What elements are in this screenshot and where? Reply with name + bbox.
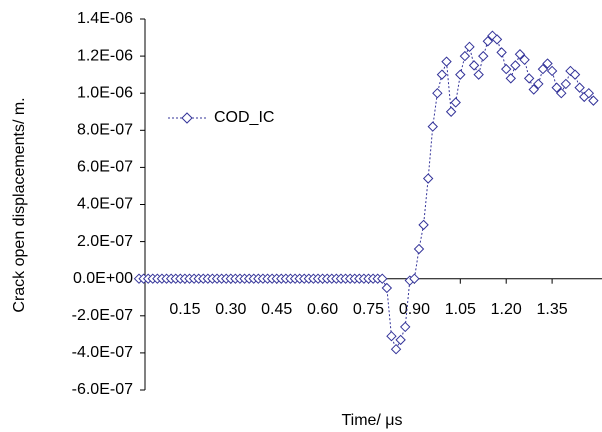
y-tick-label: 2.0E-07 [77, 233, 133, 250]
data-point [441, 56, 452, 67]
data-point [505, 73, 516, 84]
x-tick-label: 0.90 [399, 301, 430, 318]
data-point [464, 41, 475, 53]
x-tick-label: 0.45 [261, 301, 292, 318]
data-point [500, 63, 512, 75]
y-tick-label: -4.0E-07 [72, 344, 133, 361]
data-point [542, 58, 553, 69]
x-tick-label: 1.35 [537, 301, 568, 318]
data-point [583, 87, 595, 99]
data-point [523, 73, 535, 84]
data-point [556, 87, 567, 99]
data-point [409, 273, 420, 284]
data-point [459, 50, 471, 62]
data-point [514, 49, 526, 60]
y-tick-label: -6.0E-07 [72, 381, 133, 398]
data-point [381, 282, 393, 294]
y-tick-label: 6.0E-07 [77, 159, 133, 176]
x-axis-label: Time/ μs [341, 412, 402, 429]
data-point [510, 60, 521, 71]
legend-marker [181, 112, 193, 124]
data-point [569, 69, 581, 80]
data-point [450, 97, 461, 108]
data-point [533, 78, 544, 90]
data-point [551, 82, 562, 93]
data-point [478, 50, 489, 62]
data-point [390, 343, 402, 355]
data-point [519, 54, 530, 66]
data-point [528, 84, 539, 95]
data-point [560, 78, 572, 90]
data-point [537, 63, 549, 75]
x-tick-label: 1.05 [445, 301, 476, 318]
x-tick-label: 0.75 [353, 301, 384, 318]
data-point [455, 69, 466, 80]
y-tick-label: 4.0E-07 [77, 196, 133, 213]
legend-label: COD_IC [214, 109, 274, 126]
series-line [139, 34, 594, 351]
data-point [400, 321, 411, 333]
x-tick-label: 0.15 [169, 301, 200, 318]
data-point [432, 87, 443, 99]
data-point [468, 60, 480, 71]
x-tick-label: 1.20 [491, 301, 522, 318]
data-point [413, 243, 425, 255]
y-tick-label: 1.0E-06 [77, 84, 133, 101]
data-point [427, 121, 438, 132]
data-point [386, 330, 397, 342]
x-tick-label: 0.60 [307, 301, 338, 318]
y-axis-label: Crack open displacements/ m. [11, 97, 28, 312]
y-tick-label: -2.0E-07 [72, 307, 133, 324]
y-tick-label: 1.4E-06 [77, 10, 133, 27]
data-point [395, 334, 406, 346]
data-point [546, 65, 558, 77]
y-tick-label: 1.2E-06 [77, 47, 133, 64]
data-point [422, 173, 434, 184]
data-point [473, 69, 484, 80]
data-point [445, 106, 457, 117]
data-point [496, 47, 507, 58]
y-tick-label: 8.0E-07 [77, 122, 133, 139]
y-tick-label: 0.0E+00 [73, 270, 133, 287]
data-point [491, 34, 503, 45]
data-point [377, 273, 388, 284]
data-point [482, 36, 494, 47]
data-point [436, 69, 448, 80]
x-tick-label: 0.30 [215, 301, 246, 318]
data-point [574, 82, 585, 93]
data-point [588, 95, 599, 106]
data-point [418, 219, 429, 231]
